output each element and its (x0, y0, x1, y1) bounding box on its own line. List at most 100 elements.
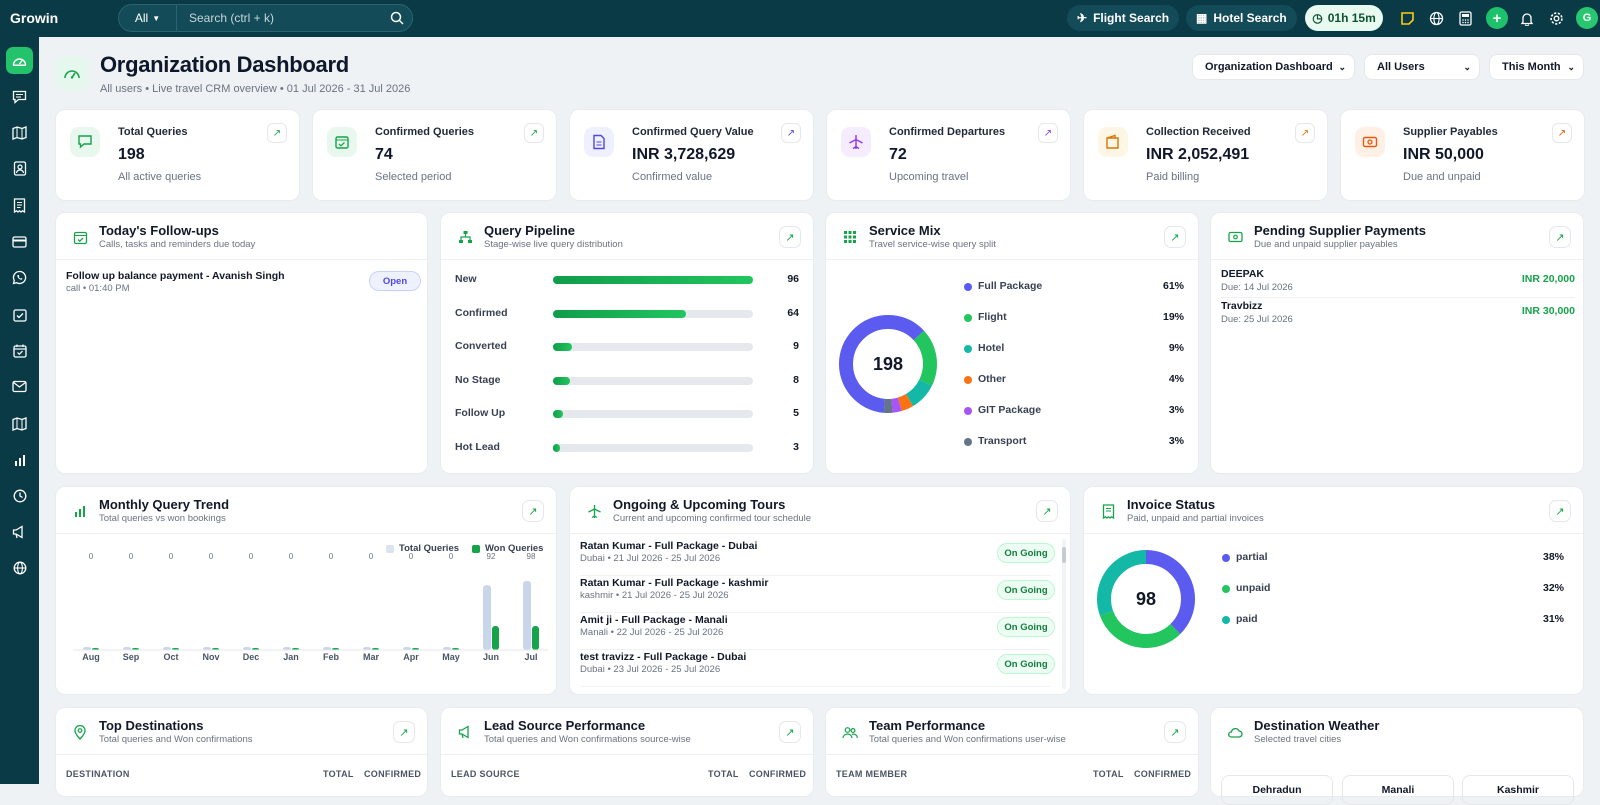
add-new-button[interactable]: + (1486, 7, 1508, 29)
kpi-card[interactable]: Collection Received INR 2,052,491 Paid bil… (1083, 109, 1328, 201)
tour-status-badge[interactable]: On Going (997, 654, 1055, 674)
column-header-confirmed[interactable]: CONFIRMED (1134, 769, 1192, 779)
kpi-open-button[interactable]: ↗ (1552, 123, 1572, 143)
weather-city-tab[interactable]: Manali (1342, 775, 1454, 805)
expand-arrow-button[interactable]: ↗ (779, 226, 801, 248)
donut-slice[interactable] (1097, 550, 1195, 648)
expand-arrow-button[interactable]: ↗ (1549, 500, 1571, 522)
kpi-card[interactable]: Supplier Payables INR 50,000 Due and unpai… (1340, 109, 1585, 201)
dashboard-select[interactable]: Organization Dashboard ⌄ (1192, 54, 1355, 80)
expand-arrow-button[interactable]: ↗ (1164, 721, 1186, 743)
sidebar-item-packages[interactable] (6, 410, 33, 437)
bar-won-queries[interactable] (492, 626, 499, 650)
column-header-total[interactable]: TOTAL (708, 769, 739, 779)
bar-total-queries[interactable] (443, 647, 451, 650)
hotel-search-button[interactable]: ▦ Hotel Search (1186, 5, 1297, 31)
invoice-legend-item[interactable]: unpaid 32% (1222, 581, 1564, 597)
service-legend-item[interactable]: Transport 3% (964, 434, 1184, 450)
sidebar-item-reports[interactable] (6, 446, 33, 473)
kpi-card[interactable]: Confirmed Departures 72 Upcoming travel ↗ (826, 109, 1071, 201)
followup-title[interactable]: Follow up balance payment - Avanish Sing… (66, 270, 285, 282)
service-legend-item[interactable]: Other 4% (964, 372, 1184, 388)
service-legend-item[interactable]: Flight 19% (964, 310, 1184, 326)
tour-row[interactable]: test travizz - Full Package - Dubai Dubai… (580, 651, 1055, 687)
invoice-legend-item[interactable]: partial 38% (1222, 550, 1564, 566)
sidebar-item-whatsapp[interactable] (6, 264, 33, 291)
bar-total-queries[interactable] (403, 647, 411, 650)
sidebar-item-contacts[interactable] (6, 155, 33, 182)
scrollbar-thumb[interactable] (1062, 547, 1066, 563)
tour-status-badge[interactable]: On Going (997, 580, 1055, 600)
period-select[interactable]: This Month ⌄ (1489, 54, 1584, 80)
kpi-open-button[interactable]: ↗ (1038, 123, 1058, 143)
bar-total-queries[interactable] (243, 647, 251, 650)
sidebar-item-website[interactable] (6, 554, 33, 581)
column-header-lead-source[interactable]: LEAD SOURCE (451, 769, 520, 779)
bar-total-queries[interactable] (163, 647, 171, 650)
tour-status-badge[interactable]: On Going (997, 543, 1055, 563)
expand-arrow-button[interactable]: ↗ (1164, 226, 1186, 248)
expand-arrow-button[interactable]: ↗ (522, 500, 544, 522)
sidebar-item-dashboard[interactable] (6, 47, 33, 74)
sidebar-item-calendar[interactable] (6, 337, 33, 364)
settings-gear-icon[interactable] (1547, 9, 1565, 27)
tours-scrollbar[interactable] (1062, 539, 1066, 689)
kpi-open-button[interactable]: ↗ (524, 123, 544, 143)
donut-slice[interactable] (839, 315, 937, 413)
donut-slice[interactable] (839, 315, 937, 413)
sidebar-item-invoices[interactable] (6, 192, 33, 219)
sidebar-item-queries[interactable] (6, 83, 33, 110)
column-header-team-member[interactable]: TEAM MEMBER (836, 769, 908, 779)
sidebar-item-itinerary[interactable] (6, 119, 33, 146)
service-legend-item[interactable]: GIT Package 3% (964, 403, 1184, 419)
column-header-confirmed[interactable]: CONFIRMED (364, 769, 422, 779)
bar-total-queries[interactable] (523, 581, 531, 650)
kpi-card[interactable]: Confirmed Queries 74 Selected period ↗ (312, 109, 557, 201)
weather-city-tab[interactable]: Kashmir (1462, 775, 1574, 805)
kpi-card[interactable]: Total Queries 198 All active queries ↗ (55, 109, 300, 201)
tour-status-badge[interactable]: On Going (997, 617, 1055, 637)
bar-total-queries[interactable] (123, 647, 131, 650)
supplier-row[interactable]: Travbizz Due: 25 Jul 2026 INR 30,000 (1221, 300, 1575, 330)
bar-total-queries[interactable] (203, 647, 211, 650)
column-header-total[interactable]: TOTAL (323, 769, 354, 779)
kpi-open-button[interactable]: ↗ (781, 123, 801, 143)
service-legend-item[interactable]: Hotel 9% (964, 341, 1184, 357)
bar-won-queries[interactable] (532, 626, 539, 650)
supplier-row[interactable]: DEEPAK Due: 14 Jul 2026 INR 20,000 (1221, 268, 1575, 298)
donut-slice[interactable] (1097, 550, 1195, 648)
session-timer[interactable]: ◷ 01h 15m (1305, 5, 1383, 31)
kpi-card[interactable]: Confirmed Query Value INR 3,728,629 Confir… (569, 109, 814, 201)
sidebar-item-history[interactable] (6, 482, 33, 509)
tour-row[interactable]: Ratan Kumar - Full Package - Dubai Dubai … (580, 540, 1055, 576)
tour-row[interactable]: Amit ji - Full Package - Manali Manali • … (580, 614, 1055, 650)
bar-total-queries[interactable] (483, 585, 491, 650)
sidebar-item-email[interactable] (6, 373, 33, 400)
service-legend-item[interactable]: Full Package 61% (964, 279, 1184, 295)
app-logo[interactable]: Growin (10, 10, 59, 26)
column-header-destination[interactable]: DESTINATION (66, 769, 130, 779)
sidebar-item-payments[interactable] (6, 228, 33, 255)
search-input[interactable] (177, 11, 382, 25)
bar-total-queries[interactable] (83, 647, 91, 650)
calculator-icon[interactable] (1456, 9, 1474, 27)
search-icon[interactable] (382, 11, 412, 25)
column-header-total[interactable]: TOTAL (1093, 769, 1124, 779)
bar-total-queries[interactable] (323, 647, 331, 650)
bar-total-queries[interactable] (283, 647, 291, 650)
expand-arrow-button[interactable]: ↗ (393, 721, 415, 743)
sidebar-item-tasks[interactable] (6, 301, 33, 328)
expand-arrow-button[interactable]: ↗ (779, 721, 801, 743)
followup-status-badge[interactable]: Open (369, 271, 421, 291)
tour-row[interactable]: Ratan Kumar - Full Package - kashmir kash… (580, 577, 1055, 613)
flight-search-button[interactable]: ✈ Flight Search (1067, 5, 1180, 31)
expand-arrow-button[interactable]: ↗ (1036, 500, 1058, 522)
invoice-legend-item[interactable]: paid 31% (1222, 612, 1564, 628)
search-scope-dropdown[interactable]: All ▼ (119, 5, 177, 31)
bell-icon[interactable] (1518, 9, 1536, 27)
users-select[interactable]: All Users ⌄ (1364, 54, 1480, 80)
kpi-open-button[interactable]: ↗ (267, 123, 287, 143)
user-avatar[interactable]: G (1576, 7, 1598, 29)
bar-total-queries[interactable] (363, 647, 371, 650)
kpi-open-button[interactable]: ↗ (1295, 123, 1315, 143)
